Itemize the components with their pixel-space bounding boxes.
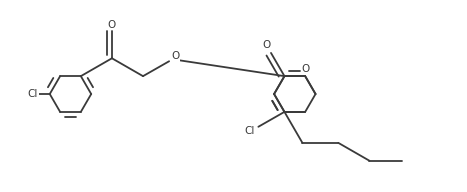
Text: O: O [301, 64, 309, 74]
Text: Cl: Cl [244, 126, 255, 136]
Text: Cl: Cl [28, 89, 38, 99]
Text: O: O [171, 51, 180, 61]
Text: O: O [262, 40, 271, 50]
Text: O: O [108, 20, 116, 30]
